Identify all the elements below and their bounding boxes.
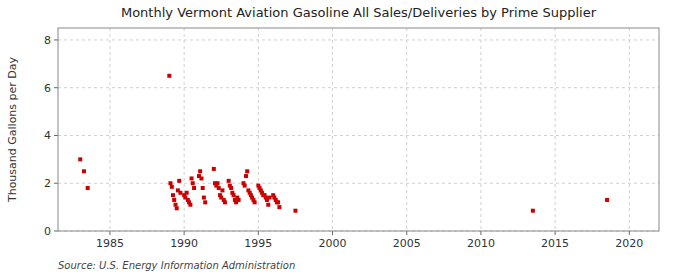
point [531, 209, 535, 213]
point [216, 181, 220, 185]
point [232, 193, 236, 197]
point [170, 185, 174, 189]
x-tick [109, 231, 110, 235]
point [171, 193, 175, 197]
point [185, 191, 189, 195]
chart: 1985 1990 1995 2000 2005 2010 2015 2020 0 2 4 6 8 Mon… [0, 0, 675, 275]
point [174, 203, 178, 207]
point [199, 176, 203, 180]
point [177, 179, 181, 183]
point [605, 198, 609, 202]
x-tick [332, 231, 333, 235]
x-grid-line [184, 28, 185, 231]
point [266, 203, 270, 207]
x-tick-label: 2015 [541, 237, 569, 250]
point [201, 186, 205, 190]
point [277, 205, 281, 209]
point [190, 176, 194, 180]
x-tick [406, 231, 407, 235]
point [82, 169, 86, 173]
point [178, 191, 182, 195]
point [293, 209, 297, 213]
x-grid-line [332, 28, 333, 231]
point [267, 196, 271, 200]
x-tick [629, 231, 630, 235]
x-tick-label: 2005 [393, 237, 421, 250]
point [237, 198, 241, 202]
x-tick-label: 2010 [467, 237, 495, 250]
point [253, 200, 257, 204]
x-tick-label: 2020 [615, 237, 643, 250]
background [0, 0, 675, 275]
y-tick-label: 6 [44, 82, 51, 95]
point [212, 167, 216, 171]
y-tick-labels: 0 2 4 6 8 [44, 34, 58, 238]
point [229, 186, 233, 190]
point [192, 186, 196, 190]
point [191, 181, 195, 185]
y-tick [54, 231, 58, 232]
x-grid-line [480, 28, 481, 231]
plot-frame [58, 28, 659, 231]
point [244, 174, 248, 178]
points [78, 74, 609, 213]
x-tick [184, 231, 185, 235]
point [220, 188, 224, 192]
point [86, 186, 90, 190]
y-tick [54, 183, 58, 184]
x-tick-label: 1995 [244, 237, 272, 250]
y-tick-label: 2 [44, 177, 51, 190]
x-tick [555, 231, 556, 235]
point [227, 179, 231, 183]
y-tick [54, 39, 58, 40]
y-grid-line [58, 39, 659, 40]
point [198, 169, 202, 173]
point [245, 169, 249, 173]
x-grid-line [258, 28, 259, 231]
x-tick-label: 1990 [170, 237, 198, 250]
y-tick [54, 135, 58, 136]
point [202, 196, 206, 200]
x-grid-line [406, 28, 407, 231]
x-tick [258, 231, 259, 235]
y-grid-line [58, 87, 659, 88]
point [175, 206, 179, 210]
y-tick-label: 8 [44, 34, 51, 47]
point [223, 200, 227, 204]
x-tick [480, 231, 481, 235]
y-axis-label: Thousand Gallons per Day [6, 56, 19, 203]
x-tick-label: 2000 [319, 237, 347, 250]
point [217, 186, 221, 190]
x-tick-label: 1985 [96, 237, 124, 250]
point [167, 74, 171, 78]
x-grid-line [629, 28, 630, 231]
title: Monthly Vermont Aviation Gasoline All Sa… [121, 5, 597, 20]
point [168, 181, 172, 185]
x-grid-line [109, 28, 110, 231]
point [276, 200, 280, 204]
grid [58, 28, 659, 231]
point [172, 198, 176, 202]
y-tick-label: 0 [44, 225, 51, 238]
point [203, 200, 207, 204]
source-note: Source: U.S. Energy Information Administ… [58, 260, 295, 271]
x-grid-line [555, 28, 556, 231]
point [188, 203, 192, 207]
y-tick-label: 4 [44, 129, 51, 142]
y-tick [54, 87, 58, 88]
point [78, 157, 82, 161]
y-grid-line [58, 135, 659, 136]
point [243, 184, 247, 188]
x-tick-labels: 1985 1990 1995 2000 2005 2010 2015 2020 [96, 231, 643, 250]
y-grid-line [58, 183, 659, 184]
